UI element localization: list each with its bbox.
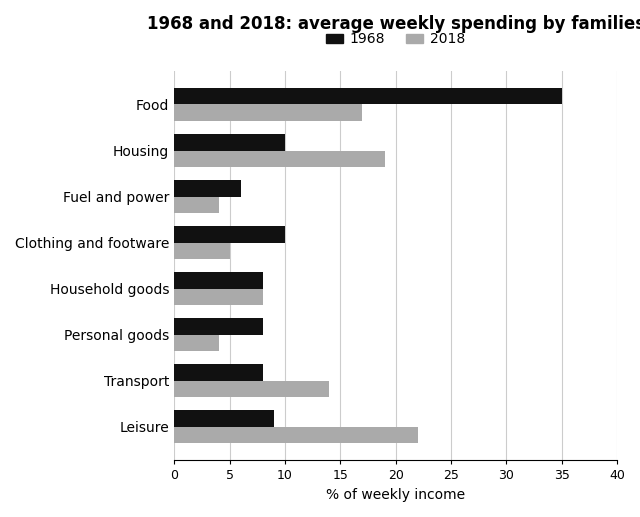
Bar [174, 410, 274, 427]
Bar [174, 318, 263, 334]
Bar [174, 104, 362, 120]
Bar [174, 134, 285, 150]
Title: 1968 and 2018: average weekly spending by families: 1968 and 2018: average weekly spending b… [147, 15, 640, 33]
Bar [174, 381, 329, 397]
Bar [174, 364, 263, 381]
Bar [174, 427, 418, 443]
Bar [174, 180, 241, 196]
Bar [174, 226, 285, 242]
Bar [174, 242, 230, 258]
Bar [174, 196, 218, 212]
Bar [174, 88, 562, 104]
Bar [174, 288, 263, 305]
X-axis label: % of weekly income: % of weekly income [326, 488, 465, 502]
Legend: 1968, 2018: 1968, 2018 [321, 27, 470, 52]
Bar [174, 334, 218, 351]
Bar [174, 150, 385, 166]
Bar [174, 272, 263, 288]
